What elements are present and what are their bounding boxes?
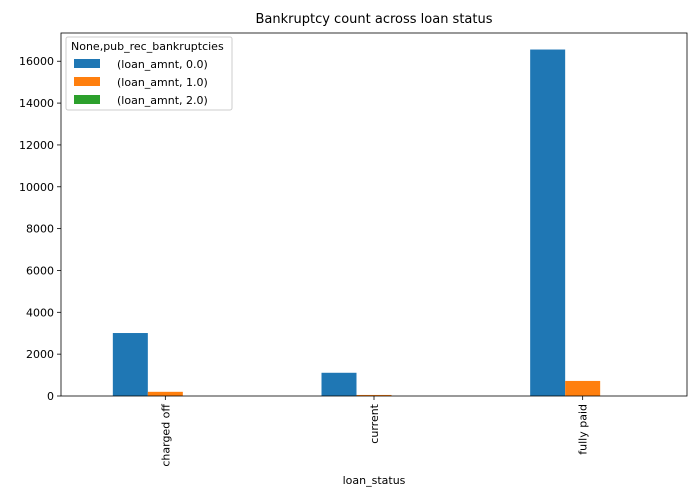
plot-frame <box>60 32 688 397</box>
y-tick-label-1: 2000 <box>26 348 54 361</box>
y-axis: 0 2000 4000 6000 8000 10000 12000 14000 16000 <box>19 55 61 403</box>
y-tick-label-5: 10000 <box>19 181 54 194</box>
y-tick-label-0: 0 <box>47 390 54 403</box>
bar-current-series-1 <box>356 394 392 396</box>
x-axis: charged off current fully paid <box>159 396 590 467</box>
legend-label-2: (loan_amnt, 2.0) <box>117 94 208 107</box>
y-tick-label-2: 4000 <box>26 306 54 319</box>
y-tick-label-6: 12000 <box>19 139 54 152</box>
legend-swatch-0 <box>74 59 100 68</box>
bar-fully-paid-series-0 <box>530 49 566 396</box>
y-tick-label-8: 16000 <box>19 55 54 68</box>
legend-swatch-1 <box>74 77 100 86</box>
bar-current-series-0 <box>321 372 357 396</box>
y-tick-label-3: 6000 <box>26 264 54 277</box>
x-tick-label-2: fully paid <box>577 404 590 455</box>
legend-label-0: (loan_amnt, 0.0) <box>117 58 208 71</box>
bar-fully-paid-series-1 <box>565 380 601 396</box>
legend-items: (loan_amnt, 0.0) (loan_amnt, 1.0) (loan_am… <box>74 58 208 107</box>
chart-title: Bankruptcy count across loan status <box>255 12 492 27</box>
bars-group <box>112 49 601 396</box>
legend: None,pub_rec_bankruptcies (loan_amnt, 0.… <box>65 36 233 111</box>
y-tick-label-7: 14000 <box>19 97 54 110</box>
x-tick-label-0: charged off <box>159 404 172 467</box>
bar-charged-off-series-0 <box>112 333 148 396</box>
y-tick-label-4: 8000 <box>26 223 54 236</box>
bar-charged-off-series-1 <box>147 391 183 396</box>
legend-box <box>65 36 233 111</box>
legend-label-1: (loan_amnt, 1.0) <box>117 76 208 89</box>
legend-title: None,pub_rec_bankruptcies <box>71 40 224 53</box>
legend-swatch-2 <box>74 95 100 104</box>
x-tick-label-1: current <box>368 403 381 443</box>
x-axis-label: loan_status <box>343 474 406 487</box>
